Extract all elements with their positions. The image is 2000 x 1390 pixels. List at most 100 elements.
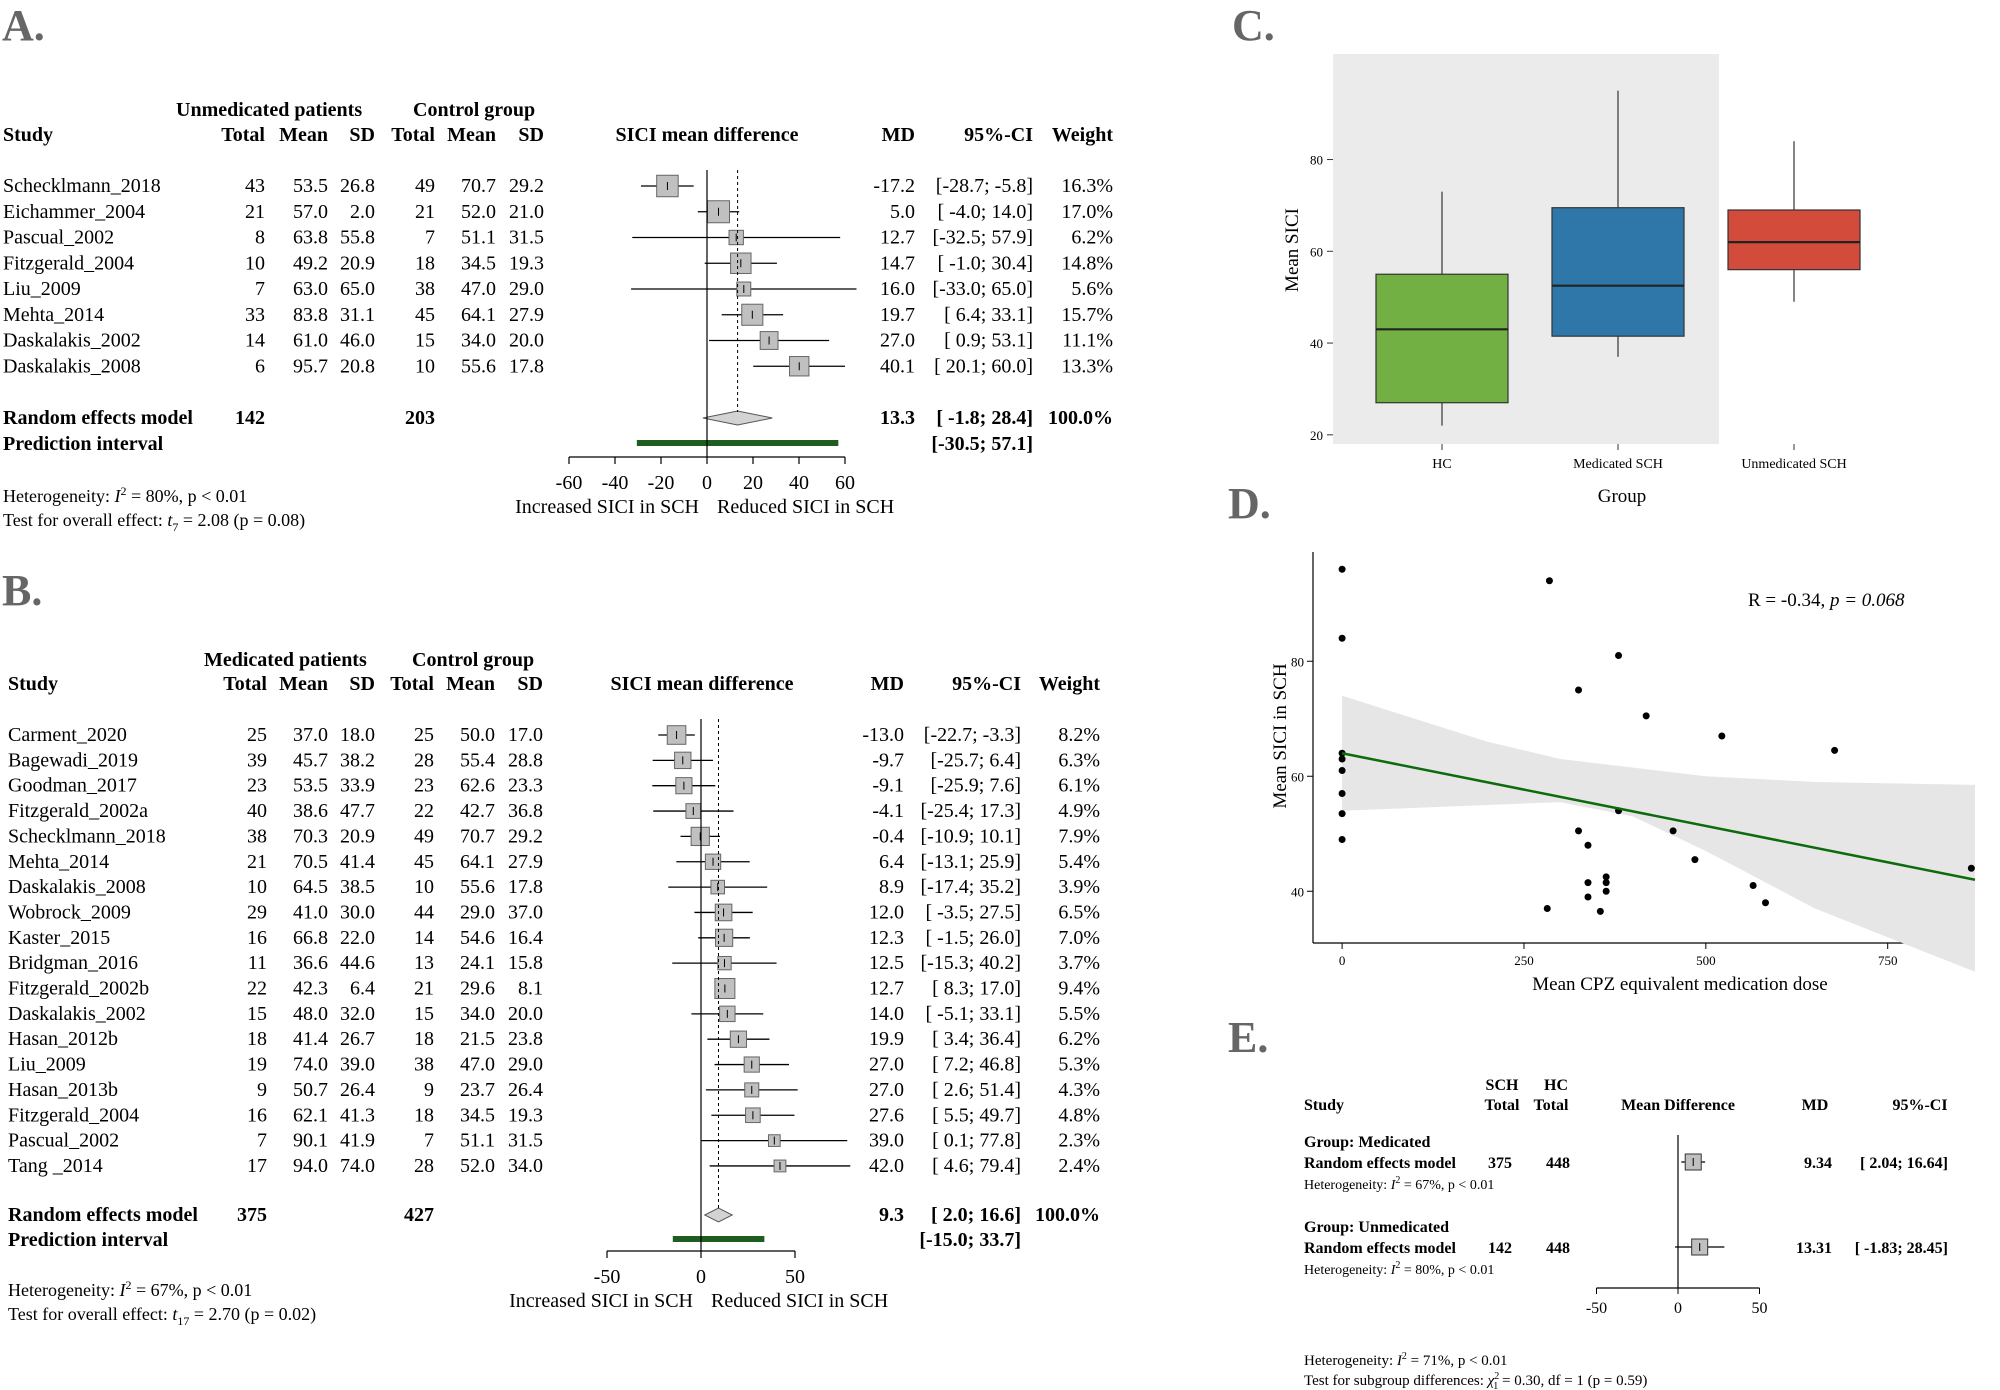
weight-value: 5.5% xyxy=(1058,1003,1100,1025)
patients-sd: 6.4 xyxy=(350,978,375,1000)
study-name: Daskalakis_2002 xyxy=(8,1003,146,1025)
patients-sd: 20.8 xyxy=(340,355,375,377)
hc-total-header: Total xyxy=(1534,1097,1570,1114)
control-sd: 20.0 xyxy=(509,330,544,352)
y-tick-label: 40 xyxy=(1310,336,1323,351)
control-total: 45 xyxy=(414,851,434,873)
study-name: Mehta_2014 xyxy=(8,851,109,873)
patients-total: 23 xyxy=(247,775,267,797)
patients-mean: 42.3 xyxy=(293,978,328,1000)
patients-total: 10 xyxy=(245,252,265,274)
control-mean: 54.6 xyxy=(460,927,495,949)
x-tick-label: -40 xyxy=(602,472,629,494)
study-name: Fitzgerald_2004 xyxy=(3,252,134,274)
patients-total: 33 xyxy=(245,304,265,326)
study-name: Pascual_2002 xyxy=(3,227,114,249)
x-tick-label-e: 0 xyxy=(1674,1300,1682,1317)
control-total: 25 xyxy=(414,724,434,746)
study-name: Goodman_2017 xyxy=(8,775,137,797)
patients-sd: 41.9 xyxy=(340,1130,375,1152)
weight-value: 11.1% xyxy=(1062,330,1113,352)
control-total: 18 xyxy=(414,1028,434,1050)
total2-header: Total xyxy=(391,124,435,146)
patients-mean: 90.1 xyxy=(293,1130,328,1152)
ci-value: [-10.9; 10.1] xyxy=(920,825,1021,847)
panel-c: C. 20 40 60 80 HC Medicated SCH Unmedicated SC… xyxy=(1232,1,1861,507)
control-mean: 55.6 xyxy=(461,355,496,377)
control-total: 23 xyxy=(414,775,434,797)
control-sd: 27.9 xyxy=(509,304,544,326)
control-mean: 34.5 xyxy=(460,1104,495,1126)
ci-value: [-28.7; -5.8] xyxy=(936,175,1033,197)
study-name: Daskalakis_2002 xyxy=(3,330,141,352)
patients-mean: 57.0 xyxy=(293,201,328,223)
data-point xyxy=(1584,879,1592,887)
total1-header-b: Total xyxy=(223,673,267,695)
x-tick-label-e: 50 xyxy=(1752,1300,1768,1317)
ci-value: [ 7.2; 46.8] xyxy=(932,1054,1021,1076)
weight-value: 2.4% xyxy=(1058,1155,1100,1177)
sch-header: SCH xyxy=(1486,1077,1519,1094)
data-point xyxy=(1602,873,1610,881)
x-tick-label: 250 xyxy=(1514,953,1534,968)
control-total: 28 xyxy=(414,749,434,771)
x-tick-label: 0 xyxy=(702,472,712,494)
data-point xyxy=(1338,790,1346,797)
summary-label: Random effects model xyxy=(8,1204,198,1226)
box-unmedicated-sch xyxy=(1727,209,1861,271)
regression-line xyxy=(1341,752,1976,881)
control-sd: 29.0 xyxy=(508,1054,543,1076)
md-value: 27.6 xyxy=(869,1104,904,1126)
patients-total: 15 xyxy=(247,1003,267,1025)
total2-header-b: Total xyxy=(390,673,434,695)
data-point xyxy=(1584,893,1592,901)
y-tick-label: 20 xyxy=(1310,428,1323,443)
correlation-annotation: R = -0.34, p = 0.068 xyxy=(1748,590,1905,611)
x-label-left: Increased SICI in SCH xyxy=(515,496,699,518)
y-tick-label: 80 xyxy=(1310,153,1323,168)
sd2-header-b: SD xyxy=(517,673,543,695)
weight-value: 6.1% xyxy=(1058,775,1100,797)
x-tick-label: 60 xyxy=(835,472,855,494)
control-sd: 29.2 xyxy=(509,175,544,197)
control-total: 18 xyxy=(415,252,435,274)
x-tick-label: 0 xyxy=(1339,953,1346,968)
md-value: -4.1 xyxy=(872,800,904,822)
control-mean: 42.7 xyxy=(460,800,495,822)
weight-value: 7.9% xyxy=(1058,825,1100,847)
patients-mean: 70.5 xyxy=(293,851,328,873)
md-value: 12.7 xyxy=(880,227,915,249)
x-tick-label-e: -50 xyxy=(1586,1300,1607,1317)
patients-sd: 39.0 xyxy=(340,1054,375,1076)
patients-sd: 26.8 xyxy=(340,175,375,197)
panel-label-a: A. xyxy=(2,1,45,50)
control-sd: 31.5 xyxy=(509,227,544,249)
md-value: 12.7 xyxy=(869,978,904,1000)
group1-header-b: Medicated patients xyxy=(204,649,367,671)
control-mean: 52.0 xyxy=(461,201,496,223)
data-point xyxy=(1338,565,1346,573)
data-point xyxy=(1596,907,1604,915)
data-point xyxy=(1575,827,1583,835)
x-label-left: Increased SICI in SCH xyxy=(509,1290,693,1312)
patients-total: 16 xyxy=(247,1104,267,1126)
panel-b: B. Medicated patients Control group Stud… xyxy=(2,566,1100,1328)
control-mean: 64.1 xyxy=(461,304,496,326)
control-mean: 70.7 xyxy=(460,825,495,847)
panel-d: D. 0 250 500 750 40 60 80 R = -0.34, p = 0.068… xyxy=(1228,479,1976,995)
data-point xyxy=(1967,864,1975,872)
subgroup-total-sch: 142 xyxy=(1488,1240,1512,1257)
ci-value: [ -5.1; 33.1] xyxy=(925,1003,1021,1025)
patients-mean: 49.2 xyxy=(293,252,328,274)
box-hc xyxy=(1375,273,1509,404)
patients-sd: 55.8 xyxy=(340,227,375,249)
study-name: Bridgman_2016 xyxy=(8,952,138,974)
x-tick-label: -20 xyxy=(648,472,675,494)
patients-sd: 20.9 xyxy=(340,252,375,274)
ci-value: [-13.1; 25.9] xyxy=(920,851,1021,873)
subgroup-ci: [ -1.83; 28.45] xyxy=(1855,1240,1948,1257)
control-sd: 17.8 xyxy=(508,876,543,898)
forest-a-table: Schecklmann_2018 43 53.5 26.8 49 70.7 29.2 -17.… xyxy=(3,175,1113,455)
x-tick-label: 50 xyxy=(785,1266,805,1288)
md-value: 14.7 xyxy=(880,252,915,274)
